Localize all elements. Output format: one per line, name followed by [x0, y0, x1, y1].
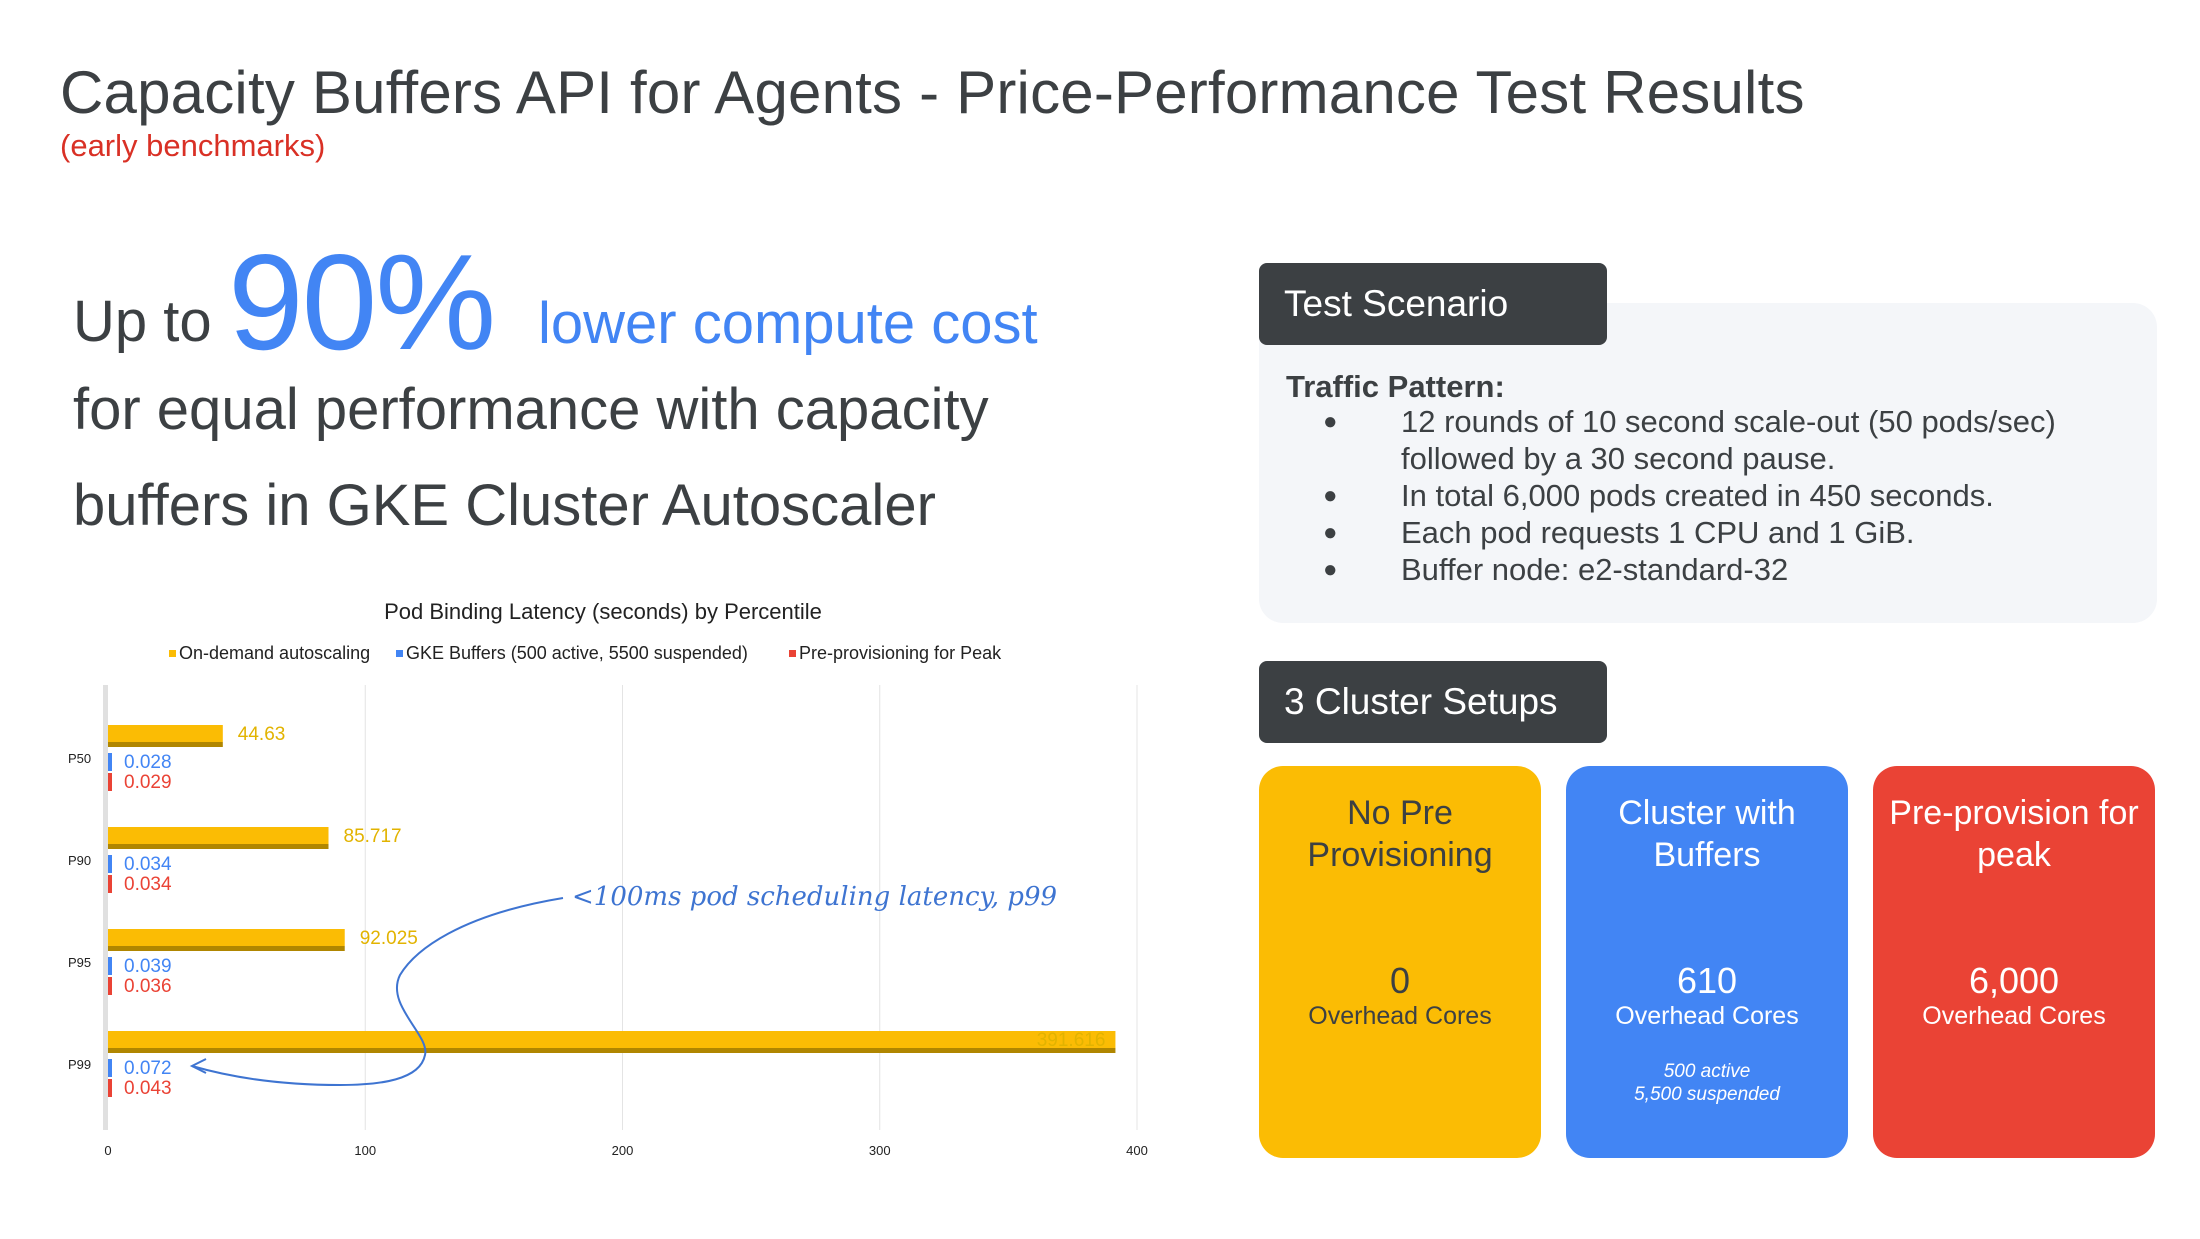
annotation-arrowhead: [189, 1058, 207, 1074]
latency-chart-svg: Pod Binding Latency (seconds) by Percent…: [68, 599, 1148, 1158]
x-tick-label: 0: [104, 1143, 111, 1158]
card-pre-provision-for-peak: Pre-provision for peak 6,000 Overhead Co…: [1873, 766, 2155, 1158]
card-value: 0: [1389, 960, 1411, 1001]
list-item: Buffer node: e2-standard-32: [1321, 551, 2101, 588]
legend-swatch: [789, 650, 796, 657]
data-label: 92.025: [360, 928, 418, 949]
legend-label: GKE Buffers (500 active, 5500 suspended): [406, 643, 748, 663]
bar-shadow: [108, 1048, 1116, 1053]
card-value: 610: [1676, 960, 1738, 1001]
headline-line-2: for equal performance with capacity: [73, 377, 989, 442]
data-label: 0.034: [124, 854, 172, 875]
data-label: 0.028: [124, 752, 172, 773]
card-label: Overhead Cores: [1615, 1002, 1799, 1030]
bar: [108, 929, 345, 946]
bar: [108, 855, 112, 873]
y-tick-label: P50: [68, 751, 91, 766]
bar: [108, 1059, 112, 1077]
legend-label: On-demand autoscaling: [179, 643, 370, 663]
bar: [108, 725, 223, 742]
data-label: 44.63: [238, 724, 286, 745]
legend-swatch: [396, 650, 403, 657]
slide-title: Capacity Buffers API for Agents - Price-…: [60, 59, 1805, 126]
headline-big-number: 90%: [228, 226, 496, 378]
headline-row: Up to 90% lower compute cost: [73, 226, 1203, 378]
bar-shadow: [108, 946, 345, 951]
traffic-pattern-list: 12 rounds of 10 second scale-out (50 pod…: [1321, 403, 2101, 588]
card-title: Cluster with Buffers: [1618, 794, 1796, 874]
card-title: No Pre Provisioning: [1307, 794, 1493, 874]
x-tick-label: 300: [869, 1143, 891, 1158]
y-tick-label: P90: [68, 853, 91, 868]
x-tick-label: 400: [1126, 1143, 1148, 1158]
x-tick-label: 100: [354, 1143, 376, 1158]
bar-shadow: [108, 844, 329, 849]
bar: [108, 957, 112, 975]
legend-swatch: [169, 650, 176, 657]
list-item: 12 rounds of 10 second scale-out (50 pod…: [1321, 403, 2101, 477]
x-tick-label: 200: [612, 1143, 634, 1158]
data-label: 391.616: [1037, 1030, 1106, 1051]
data-label: 0.036: [124, 976, 172, 997]
data-label: 0.039: [124, 956, 172, 977]
headline-highlight: lower compute cost: [538, 291, 1038, 356]
traffic-pattern-heading: Traffic Pattern:: [1286, 369, 1505, 404]
bar: [108, 753, 112, 771]
test-scenario-tab: Test Scenario: [1259, 263, 1607, 345]
card-value: 6,000: [1968, 960, 2060, 1001]
test-scenario-panel: Traffic Pattern: 12 rounds of 10 second …: [1259, 303, 2157, 623]
bar: [108, 827, 329, 844]
bar-shadow: [108, 742, 223, 747]
headline-prefix: Up to: [73, 289, 212, 354]
bar: [108, 773, 112, 791]
data-label: 0.034: [124, 874, 172, 895]
latency-chart: Pod Binding Latency (seconds) by Percent…: [40, 585, 1200, 1175]
bar: [108, 977, 112, 995]
headline-line-3: buffers in GKE Cluster Autoscaler: [73, 473, 936, 538]
annotation-arrow: [191, 897, 564, 1087]
card-note: 500 active 5,500 suspended: [1566, 1060, 1848, 1106]
card-cluster-with-buffers: Cluster with Buffers 610 Overhead Cores …: [1566, 766, 1848, 1158]
list-item: Each pod requests 1 CPU and 1 GiB.: [1321, 514, 2101, 551]
y-tick-label: P99: [68, 1057, 91, 1072]
list-item: In total 6,000 pods created in 450 secon…: [1321, 477, 2101, 514]
chart-title: Pod Binding Latency (seconds) by Percent…: [384, 599, 822, 624]
bar: [108, 1079, 112, 1097]
headline: Up to 90% lower compute cost for equal p…: [73, 226, 1203, 538]
card-note-line: 500 active: [1663, 1061, 1751, 1082]
data-label: 0.029: [124, 772, 172, 793]
data-label: 0.072: [124, 1058, 172, 1079]
data-label: 0.043: [124, 1078, 172, 1099]
legend-label: Pre-provisioning for Peak: [799, 643, 1002, 663]
slide-subtitle: (early benchmarks): [60, 128, 326, 163]
data-label: 85.717: [344, 826, 402, 847]
card-label: Overhead Cores: [1922, 1002, 2106, 1030]
card-title: Pre-provision for peak: [1889, 794, 2139, 874]
card-note-line: 5,500 suspended: [1634, 1084, 1780, 1105]
chart-annotation: <100ms pod scheduling latency, p99: [572, 882, 1057, 912]
card-no-pre-provisioning: No Pre Provisioning 0 Overhead Cores: [1259, 766, 1541, 1158]
cluster-setups-tab: 3 Cluster Setups: [1259, 661, 1607, 743]
bar: [108, 1031, 1116, 1048]
bar: [108, 875, 112, 893]
y-axis: [103, 685, 108, 1130]
y-tick-label: P95: [68, 955, 91, 970]
card-label: Overhead Cores: [1308, 1002, 1492, 1030]
